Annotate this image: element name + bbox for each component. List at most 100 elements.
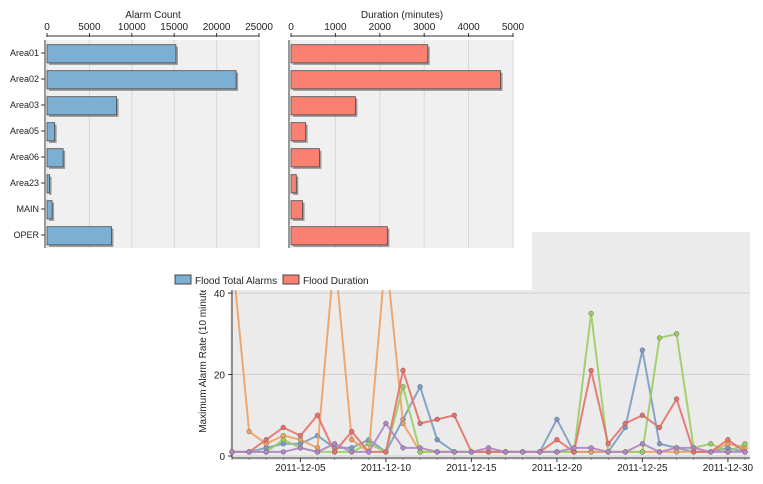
line-series-point[interactable]: [742, 441, 748, 447]
category-label-area02: Area02: [10, 74, 39, 84]
line-series-point[interactable]: [622, 449, 628, 455]
alarm-count-ticks: 0 5000 10000 15000 20000 25000: [44, 22, 273, 248]
line-series-point[interactable]: [639, 347, 646, 353]
line-series-point[interactable]: [417, 445, 423, 451]
line-series-point[interactable]: [280, 437, 286, 443]
category-label-oper: OPER: [13, 230, 39, 240]
line-series-point[interactable]: [639, 441, 646, 447]
line-series-point[interactable]: [280, 424, 286, 431]
bar1-bar-oper[interactable]: [46, 226, 112, 246]
duration-chart: Duration (minutes) 0 1000 2000 3000 4000 5000: [288, 10, 525, 248]
line-series-point[interactable]: [314, 412, 321, 418]
line-series-point[interactable]: [725, 449, 731, 455]
line-series-point[interactable]: [400, 367, 406, 374]
line-series-point[interactable]: [349, 437, 355, 443]
line-series-point[interactable]: [639, 412, 646, 418]
line-series-point[interactable]: [229, 449, 235, 455]
line-series-point[interactable]: [639, 449, 646, 455]
line-series-point[interactable]: [314, 449, 321, 455]
line-series-point[interactable]: [297, 433, 304, 439]
bar1-bar-area23[interactable]: [46, 174, 50, 194]
bar1-bar-area02[interactable]: [46, 70, 237, 90]
line-series-point[interactable]: [673, 445, 680, 451]
line-series-point[interactable]: [349, 449, 355, 455]
legend-swatch-flood-duration[interactable]: [282, 274, 300, 285]
line-series-point[interactable]: [383, 420, 389, 427]
line-series-point[interactable]: [742, 449, 748, 455]
bar2-bar-oper[interactable]: [290, 226, 388, 246]
line-series-point[interactable]: [503, 449, 509, 455]
line-series-point[interactable]: [434, 449, 440, 455]
line-series-point[interactable]: [417, 384, 423, 390]
line-x-tick-label: 2011-12-05: [275, 463, 326, 474]
bar2-tick-label: 1000: [324, 22, 347, 33]
line-series-point[interactable]: [366, 441, 372, 447]
line-series-point[interactable]: [366, 449, 372, 455]
line-series-point[interactable]: [656, 449, 663, 455]
line-series-point[interactable]: [246, 449, 252, 455]
line-series-point[interactable]: [263, 437, 269, 443]
line-series-point[interactable]: [537, 449, 543, 455]
bar1-bar-shadow: [49, 176, 52, 195]
line-series-point[interactable]: [332, 449, 338, 455]
line-series-point[interactable]: [485, 445, 492, 451]
line-series-point[interactable]: [656, 424, 663, 431]
bar2-tick-label: 2000: [369, 22, 392, 33]
line-series-point[interactable]: [588, 445, 594, 451]
line-series-point[interactable]: [571, 445, 577, 451]
line-series-point[interactable]: [554, 437, 560, 443]
bar2-bar-area05[interactable]: [290, 122, 307, 142]
line-series-point[interactable]: [691, 445, 697, 451]
bar1-bar-area01[interactable]: [46, 44, 177, 64]
duration-bars: [290, 44, 503, 247]
line-series-point[interactable]: [263, 449, 269, 455]
line-series-point[interactable]: [383, 449, 389, 455]
line-series-5: [229, 420, 748, 455]
line-series-point[interactable]: [588, 310, 594, 317]
line-series-point[interactable]: [725, 437, 731, 443]
line-series-point[interactable]: [400, 420, 406, 427]
line-series-point[interactable]: [280, 449, 286, 455]
line-series-point[interactable]: [605, 449, 611, 455]
line-series-point[interactable]: [588, 367, 594, 374]
line-series-point[interactable]: [246, 428, 252, 435]
bar1-bar-area06[interactable]: [46, 148, 64, 168]
bar2-bar-area06[interactable]: [290, 148, 320, 168]
line-series-point[interactable]: [520, 449, 526, 455]
bar1-bar-area03[interactable]: [46, 96, 117, 116]
line-series-point[interactable]: [708, 449, 714, 455]
line-series-point[interactable]: [656, 335, 663, 341]
line-series-point[interactable]: [708, 441, 714, 447]
line-series-point[interactable]: [332, 441, 338, 447]
line-series-point[interactable]: [417, 420, 423, 427]
line-series-point[interactable]: [673, 396, 680, 402]
bar2-bar-area23[interactable]: [290, 174, 297, 194]
category-label-main: MAIN: [17, 204, 40, 214]
line-series-point[interactable]: [349, 428, 355, 435]
bar2-bar-area01[interactable]: [290, 44, 429, 64]
bar1-tick-label: 15000: [160, 22, 188, 33]
line-series-point[interactable]: [434, 416, 440, 422]
line-series-point[interactable]: [468, 449, 475, 455]
bar1-bar-main[interactable]: [46, 200, 53, 220]
line-series-point[interactable]: [400, 384, 406, 390]
bar2-bar-main[interactable]: [290, 200, 303, 220]
legend-label-flood-total-alarms: Flood Total Alarms: [195, 276, 277, 287]
alarm-count-bars: [46, 44, 239, 247]
bar1-tick-label: 10000: [118, 22, 146, 33]
line-series-point[interactable]: [434, 437, 440, 443]
bar1-bar-area05[interactable]: [46, 122, 56, 142]
line-series-point[interactable]: [554, 449, 560, 455]
legend-swatch-flood-total-alarms[interactable]: [174, 274, 192, 285]
bar2-bar-area03[interactable]: [290, 96, 356, 116]
line-series-point[interactable]: [554, 416, 560, 422]
line-series-point[interactable]: [656, 441, 663, 447]
line-series-point[interactable]: [451, 449, 457, 455]
bar2-bar-area02[interactable]: [290, 70, 501, 90]
line-series-point[interactable]: [400, 445, 406, 451]
line-series-point[interactable]: [673, 331, 680, 337]
line-series-point[interactable]: [605, 441, 611, 447]
line-series-point[interactable]: [451, 412, 457, 418]
line-series-point[interactable]: [622, 420, 628, 427]
line-series-point[interactable]: [297, 445, 304, 451]
